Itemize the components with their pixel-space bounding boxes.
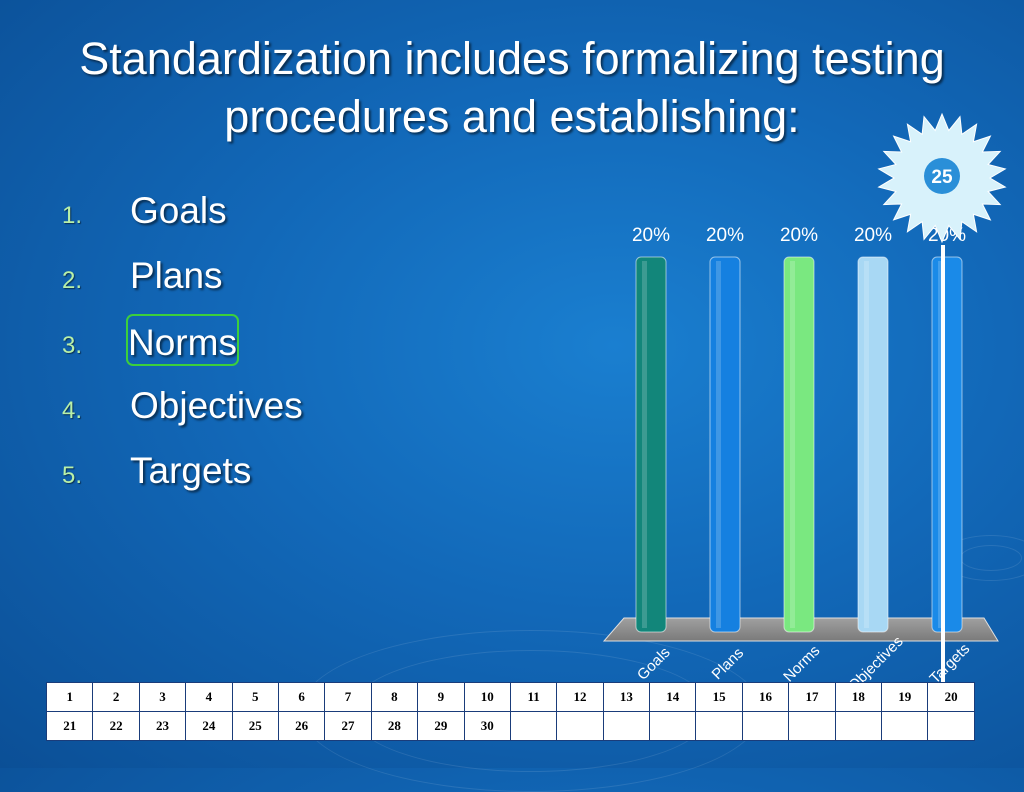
- response-grid-cell: 15: [695, 682, 743, 712]
- response-grid-cell: 1: [45, 682, 94, 712]
- value-label: 20%: [780, 225, 818, 246]
- response-grid-cell: 23: [138, 711, 187, 741]
- countdown-timer: 25: [877, 112, 1007, 244]
- response-grid-cell: 12: [556, 682, 604, 712]
- response-grid-cell: 18: [834, 682, 883, 712]
- response-grid-cell: 28: [370, 711, 419, 741]
- response-grid-cell: 19: [881, 682, 929, 712]
- bar-targets: [931, 256, 963, 633]
- response-grid-cell: [788, 711, 836, 741]
- response-grid-cell: 4: [185, 682, 233, 712]
- response-grid-cell: 2: [92, 682, 140, 712]
- response-grid-cell: 5: [231, 682, 279, 712]
- response-grid-cell: 3: [138, 682, 187, 712]
- bar-highlight: [938, 261, 943, 628]
- option-number: 2.: [62, 267, 83, 294]
- bar-highlight: [642, 261, 647, 628]
- option-label: Objectives: [130, 385, 303, 426]
- option-number: 5.: [62, 462, 83, 489]
- bar-highlight: [864, 261, 869, 628]
- option-label: Goals: [130, 190, 227, 231]
- response-grid-cell: 20: [927, 682, 975, 712]
- response-grid-cell: 14: [649, 682, 697, 712]
- response-grid-cell: [556, 711, 604, 741]
- response-grid-row: 21 22 23 24 25 26 27 28 29 30: [45, 711, 975, 741]
- response-grid-cell: 24: [185, 711, 233, 741]
- timer-disc: [924, 158, 960, 194]
- category-label: Targets: [926, 640, 973, 687]
- response-grid-cell: 22: [92, 711, 140, 741]
- response-grid-cell: 29: [417, 711, 465, 741]
- response-grid-cell: [834, 711, 883, 741]
- response-grid-cell: [509, 711, 558, 741]
- option-number: 3.: [62, 332, 83, 359]
- response-grid-cell: 26: [277, 711, 326, 741]
- countdown-value: 25: [931, 167, 953, 188]
- response-grid-cell: 27: [324, 711, 372, 741]
- response-grid-cell: 10: [463, 682, 511, 712]
- value-label: 20%: [854, 225, 892, 246]
- response-grid-cell: 30: [463, 711, 511, 741]
- option-label: Targets: [130, 450, 252, 491]
- bar-highlight: [716, 261, 721, 628]
- response-grid-cell: 8: [370, 682, 419, 712]
- slide-title: Standardization includes formalizing tes…: [79, 33, 945, 142]
- response-grid-cell: 16: [741, 682, 790, 712]
- option-number: 4.: [62, 397, 83, 424]
- bar-goals: [635, 256, 667, 633]
- category-label: Norms: [780, 642, 823, 685]
- value-label: 20%: [706, 225, 744, 246]
- response-grid-cell: 6: [277, 682, 326, 712]
- response-grid-cell: 17: [788, 682, 836, 712]
- response-grid-cell: [927, 711, 975, 741]
- response-grid-row: 1 2 3 4 5 6 7 8 9 10 11 12 13 14 15 16 17 18 19 20: [45, 682, 975, 712]
- response-grid-cell: 11: [509, 682, 558, 712]
- response-grid-cell: [695, 711, 743, 741]
- bar-norms: [783, 256, 815, 633]
- response-grid-cell: [881, 711, 929, 741]
- response-grid-cell: 13: [602, 682, 651, 712]
- response-bar-chart: 20% 20% 20% 20% 20% Goals Plans Norms Objective…: [602, 225, 999, 705]
- value-label: 20%: [632, 225, 670, 246]
- option-label: Plans: [130, 255, 223, 296]
- response-grid-cell: [602, 711, 651, 741]
- correct-answer-label: Norms: [126, 314, 239, 366]
- bar-plans: [709, 256, 741, 633]
- category-label: Goals: [634, 644, 674, 684]
- bar-objectives: [857, 256, 889, 633]
- option-number: 1.: [62, 202, 83, 229]
- response-grid-cell: 25: [231, 711, 279, 741]
- response-grid-cell: 21: [45, 711, 94, 741]
- category-label: Plans: [709, 645, 748, 684]
- response-grid-cell: [741, 711, 790, 741]
- response-grid-cell: 7: [324, 682, 372, 712]
- response-grid: 1 2 3 4 5 6 7 8 9 10 11 12 13 14 15 16 17 18 19 20 21 22 23 24…: [45, 682, 975, 741]
- bar-highlight: [790, 261, 795, 628]
- response-grid-cell: 9: [417, 682, 465, 712]
- response-grid-cell: [649, 711, 697, 741]
